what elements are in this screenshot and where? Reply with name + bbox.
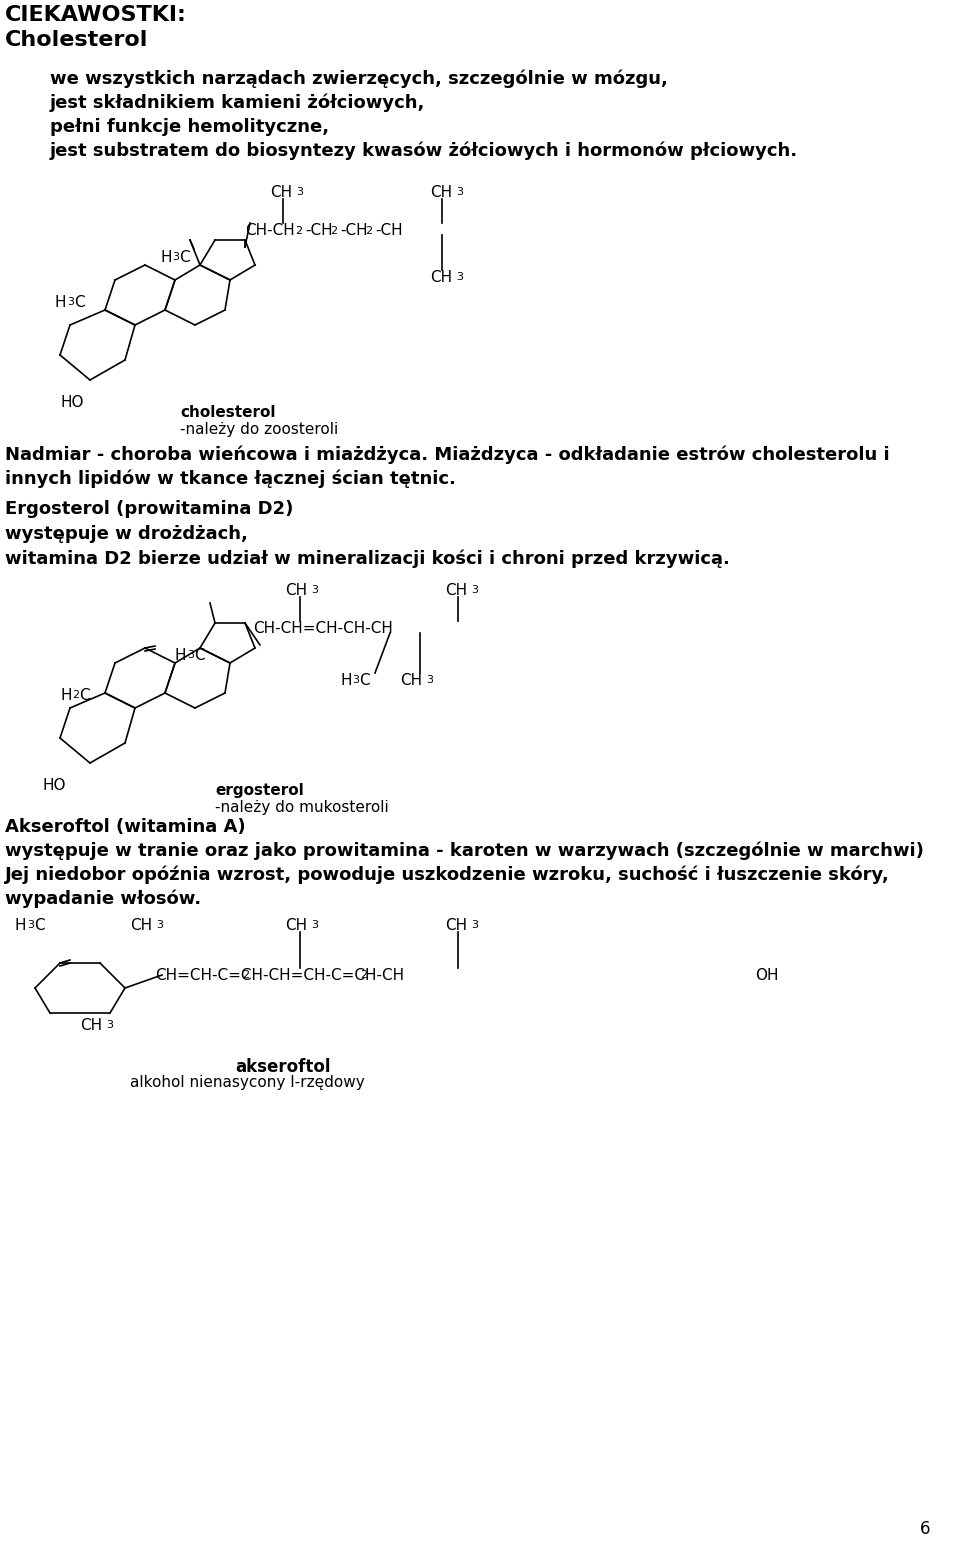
- Text: -należy do zoosteroli: -należy do zoosteroli: [180, 422, 338, 438]
- Text: 3: 3: [456, 186, 463, 197]
- Text: CIEKAWOSTKI:: CIEKAWOSTKI:: [5, 5, 187, 25]
- Text: -należy do mukosteroli: -należy do mukosteroli: [215, 800, 389, 815]
- Text: OH: OH: [755, 968, 779, 983]
- Text: 2: 2: [72, 690, 79, 700]
- Text: H: H: [175, 649, 186, 663]
- Text: wypadanie włosów.: wypadanie włosów.: [5, 891, 202, 909]
- Text: -CH: -CH: [340, 223, 368, 237]
- Text: -CH: -CH: [305, 223, 332, 237]
- Text: -CH: -CH: [375, 223, 402, 237]
- Text: 2: 2: [242, 969, 250, 980]
- Text: CH: CH: [285, 582, 307, 598]
- Text: 3: 3: [352, 675, 359, 686]
- Text: 3: 3: [67, 297, 74, 307]
- Text: jest substratem do biosyntezy kwasów żółciowych i hormonów płciowych.: jest substratem do biosyntezy kwasów żół…: [50, 142, 798, 160]
- Text: 2: 2: [365, 227, 372, 236]
- Text: 3: 3: [106, 1020, 113, 1029]
- Text: CH: CH: [270, 185, 292, 200]
- Text: 3: 3: [311, 586, 318, 595]
- Text: CH-CH: CH-CH: [245, 223, 295, 237]
- Text: 3: 3: [311, 920, 318, 931]
- Text: występuje w drożdżach,: występuje w drożdżach,: [5, 525, 248, 542]
- Text: Ergosterol (prowitamina D2): Ergosterol (prowitamina D2): [5, 499, 294, 518]
- Text: alkohol nienasycony I-rzędowy: alkohol nienasycony I-rzędowy: [130, 1076, 365, 1089]
- Text: Akseroftol (witamina A): Akseroftol (witamina A): [5, 818, 246, 837]
- Text: akseroftol: akseroftol: [235, 1059, 330, 1076]
- Text: Cholesterol: Cholesterol: [5, 29, 149, 49]
- Text: H: H: [55, 294, 66, 310]
- Text: CH: CH: [285, 918, 307, 932]
- Text: 2: 2: [295, 227, 302, 236]
- Text: C: C: [359, 673, 370, 687]
- Text: 3: 3: [187, 650, 194, 660]
- Text: jest składnikiem kamieni żółciowych,: jest składnikiem kamieni żółciowych,: [50, 94, 425, 112]
- Text: 3: 3: [471, 920, 478, 931]
- Text: CH: CH: [430, 270, 452, 285]
- Text: CH: CH: [430, 185, 452, 200]
- Text: występuje w tranie oraz jako prowitamina - karoten w warzywach (szczególnie w ma: występuje w tranie oraz jako prowitamina…: [5, 841, 924, 860]
- Text: C: C: [179, 250, 190, 265]
- Text: 3: 3: [296, 186, 303, 197]
- Text: 3: 3: [27, 920, 34, 931]
- Text: CH=CH-C=CH-CH=CH-C=CH-CH: CH=CH-C=CH-CH=CH-C=CH-CH: [155, 968, 404, 983]
- Text: we wszystkich narządach zwierzęcych, szczególnie w mózgu,: we wszystkich narządach zwierzęcych, szc…: [50, 69, 668, 88]
- Text: innych lipidów w tkance łącznej ścian tętnic.: innych lipidów w tkance łącznej ścian tę…: [5, 468, 456, 487]
- Text: C: C: [79, 687, 89, 703]
- Text: Nadmiar - choroba wieńcowa i miażdżyca. Miażdzyca - odkładanie estrów cholestero: Nadmiar - choroba wieńcowa i miażdżyca. …: [5, 445, 890, 464]
- Text: ergosterol: ergosterol: [215, 783, 303, 798]
- Text: C: C: [194, 649, 204, 663]
- Text: CH: CH: [445, 918, 468, 932]
- Text: CH-CH=CH-CH-CH: CH-CH=CH-CH-CH: [253, 621, 393, 636]
- Text: H: H: [160, 250, 172, 265]
- Text: CH: CH: [445, 582, 468, 598]
- Text: 2: 2: [330, 227, 337, 236]
- Text: C: C: [74, 294, 84, 310]
- Text: HO: HO: [42, 778, 65, 794]
- Text: H: H: [15, 918, 27, 932]
- Text: 6: 6: [920, 1519, 930, 1538]
- Text: 2: 2: [360, 969, 367, 980]
- Text: C: C: [34, 918, 44, 932]
- Text: 3: 3: [426, 675, 433, 686]
- Text: HO: HO: [60, 394, 84, 410]
- Text: 3: 3: [456, 273, 463, 282]
- Text: cholesterol: cholesterol: [180, 405, 276, 421]
- Text: pełni funkcje hemolityczne,: pełni funkcje hemolityczne,: [50, 119, 329, 136]
- Text: CH: CH: [130, 918, 152, 932]
- Text: 3: 3: [172, 253, 179, 262]
- Text: Jej niedobor opóźnia wzrost, powoduje uszkodzenie wzroku, suchość i łuszczenie s: Jej niedobor opóźnia wzrost, powoduje us…: [5, 866, 890, 885]
- Text: 3: 3: [471, 586, 478, 595]
- Text: H: H: [340, 673, 351, 687]
- Text: H: H: [60, 687, 71, 703]
- Text: 3: 3: [156, 920, 163, 931]
- Text: CH: CH: [400, 673, 422, 687]
- Text: CH: CH: [80, 1019, 102, 1032]
- Text: witamina D2 bierze udział w mineralizacji kości i chroni przed krzywicą.: witamina D2 bierze udział w mineralizacj…: [5, 549, 730, 567]
